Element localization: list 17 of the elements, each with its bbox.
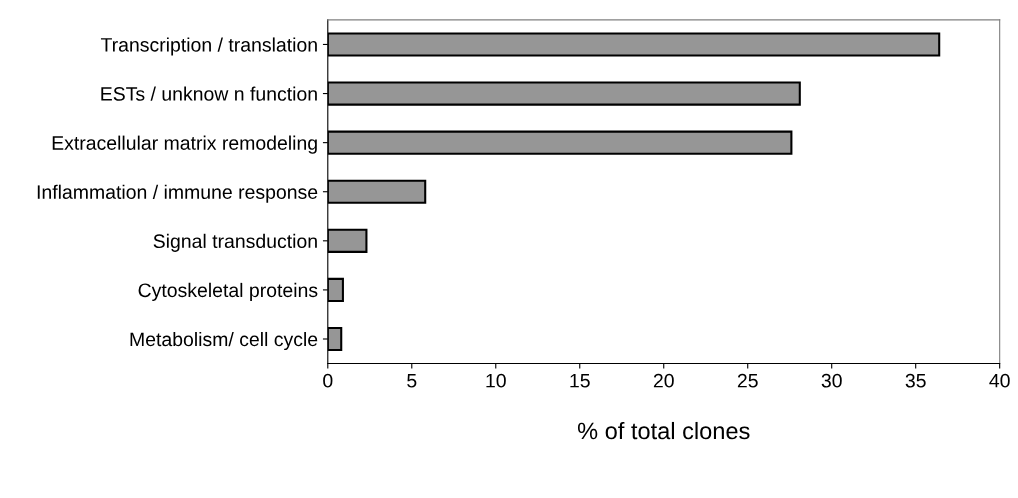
x-tick-label: 5 bbox=[407, 373, 417, 388]
x-tick-label: 15 bbox=[570, 373, 590, 388]
y-tick-label: Cytoskeletal proteins bbox=[138, 282, 318, 301]
x-tick-label: 0 bbox=[323, 373, 333, 388]
x-tick-label: 20 bbox=[653, 373, 674, 388]
x-tick-label: 40 bbox=[989, 373, 1010, 388]
y-tick-label: Extracellular matrix remodeling bbox=[52, 135, 317, 154]
y-tick-label: Signal transduction bbox=[153, 233, 317, 252]
x-tick-label: 25 bbox=[737, 373, 758, 388]
x-tick-label: 10 bbox=[486, 373, 506, 388]
y-tick-label: Inflammation / immune response bbox=[37, 184, 318, 203]
y-tick-label: ESTs / unknow n function bbox=[101, 86, 317, 101]
y-tick-label: Transcription / translation bbox=[100, 37, 317, 56]
x-axis-title: % of total clones bbox=[577, 421, 750, 440]
y-tick-label: Metabolism/ cell cycle bbox=[130, 331, 318, 351]
x-tick-label: 30 bbox=[821, 373, 842, 388]
x-tick-label: 35 bbox=[905, 373, 926, 388]
